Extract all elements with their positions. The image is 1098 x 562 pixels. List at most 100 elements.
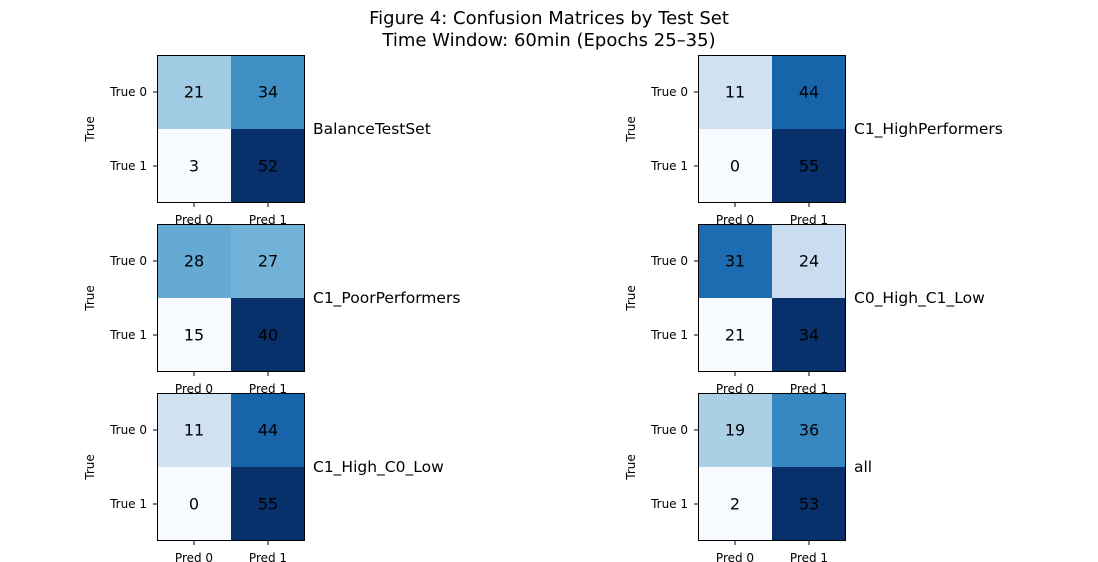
- confusion-matrix-BalanceTestSet: 21 34 3 52 True 0 True 1 Pred 0 Pred 1 True Balan…: [83, 55, 431, 227]
- matrix-cell: [157, 393, 231, 467]
- matrix-cell: [698, 298, 772, 372]
- cell-value-label: 2: [730, 495, 740, 514]
- cell-value-label: 21: [725, 326, 745, 345]
- axes-frame: [698, 55, 846, 203]
- cell-value-label: 44: [799, 83, 819, 102]
- y-tick-label: True 1: [109, 159, 147, 173]
- cell-value-label: 44: [258, 421, 278, 440]
- x-tick-label: Pred 1: [790, 213, 828, 227]
- matrix-cell: [231, 224, 305, 298]
- y-tick-label: True 0: [109, 85, 147, 99]
- figure-title-line-1: Figure 4: Confusion Matrices by Test Set: [369, 8, 729, 29]
- cell-value-label: 36: [799, 421, 819, 440]
- matrix-cell: [231, 129, 305, 203]
- matrix-cell: [698, 224, 772, 298]
- confusion-matrix-C1_PoorPerformers: 28 27 15 40 True 0 True 1 Pred 0 Pred 1 True C1_P…: [83, 224, 460, 396]
- cell-value-label: 55: [258, 495, 278, 514]
- cell-value-label: 24: [799, 252, 819, 271]
- test-set-name: C0_High_C1_Low: [854, 289, 985, 308]
- y-tick-label: True 0: [650, 85, 688, 99]
- cell-value-label: 11: [184, 421, 204, 440]
- cell-value-label: 15: [184, 326, 204, 345]
- x-tick-label: Pred 1: [249, 382, 287, 396]
- y-tick-label: True 0: [650, 254, 688, 268]
- matrix-cell: [157, 224, 231, 298]
- x-tick-label: Pred 0: [175, 213, 213, 227]
- confusion-matrix-C1_High_C0_Low: 11 44 0 55 True 0 True 1 Pred 0 Pred 1 True C1_Hi…: [83, 393, 444, 562]
- test-set-name: BalanceTestSet: [313, 120, 431, 138]
- matrix-cell: [157, 129, 231, 203]
- matrix-cell: [157, 298, 231, 372]
- matrix-cell: [772, 393, 846, 467]
- y-axis-label: True: [624, 285, 638, 312]
- x-tick-label: Pred 1: [249, 551, 287, 562]
- axes-frame: [157, 393, 305, 541]
- y-axis-label: True: [83, 454, 97, 481]
- y-axis-label: True: [624, 116, 638, 143]
- matrix-cell: [698, 55, 772, 129]
- test-set-name: C1_HighPerformers: [854, 120, 1003, 139]
- axes-frame: [157, 55, 305, 203]
- axes-frame: [698, 224, 846, 372]
- matrix-cell: [698, 467, 772, 541]
- y-axis-label: True: [624, 454, 638, 481]
- cell-value-label: 11: [725, 83, 745, 102]
- confusion-matrix-C0_High_C1_Low: 31 24 21 34 True 0 True 1 Pred 0 Pred 1 True C0_H…: [624, 224, 985, 396]
- matrix-cell: [157, 55, 231, 129]
- y-tick-label: True 1: [109, 497, 147, 511]
- cell-value-label: 28: [184, 252, 204, 271]
- cell-value-label: 3: [189, 157, 199, 176]
- matrix-cell: [157, 467, 231, 541]
- cell-value-label: 0: [189, 495, 199, 514]
- cell-value-label: 34: [799, 326, 819, 345]
- cell-value-label: 40: [258, 326, 278, 345]
- matrix-cell: [772, 298, 846, 372]
- y-tick-label: True 0: [650, 423, 688, 437]
- y-tick-label: True 1: [650, 328, 688, 342]
- cell-value-label: 34: [258, 83, 278, 102]
- matrix-cell: [698, 393, 772, 467]
- cell-value-label: 53: [799, 495, 819, 514]
- test-set-name: C1_High_C0_Low: [313, 458, 444, 477]
- matrix-cell: [231, 393, 305, 467]
- x-tick-label: Pred 1: [790, 551, 828, 562]
- cell-value-label: 21: [184, 83, 204, 102]
- test-set-name: all: [854, 458, 872, 476]
- matrix-cell: [698, 129, 772, 203]
- matrix-cell: [772, 129, 846, 203]
- x-tick-label: Pred 0: [175, 382, 213, 396]
- x-tick-label: Pred 0: [716, 213, 754, 227]
- y-tick-label: True 0: [109, 423, 147, 437]
- cell-value-label: 0: [730, 157, 740, 176]
- x-tick-label: Pred 0: [175, 551, 213, 562]
- x-tick-label: Pred 0: [716, 551, 754, 562]
- cell-value-label: 55: [799, 157, 819, 176]
- y-tick-label: True 1: [650, 159, 688, 173]
- matrix-cell: [772, 55, 846, 129]
- axes-frame: [698, 393, 846, 541]
- y-axis-label: True: [83, 116, 97, 143]
- y-tick-label: True 1: [650, 497, 688, 511]
- figure-title-line-2: Time Window: 60min (Epochs 25–35): [382, 30, 716, 51]
- matrix-cell: [772, 467, 846, 541]
- x-tick-label: Pred 1: [249, 213, 287, 227]
- y-tick-label: True 0: [109, 254, 147, 268]
- test-set-name: C1_PoorPerformers: [313, 289, 460, 308]
- y-axis-label: True: [83, 285, 97, 312]
- cell-value-label: 52: [258, 157, 278, 176]
- cell-value-label: 19: [725, 421, 745, 440]
- matrix-cell: [231, 298, 305, 372]
- matrix-cell: [231, 467, 305, 541]
- cell-value-label: 31: [725, 252, 745, 271]
- confusion-matrix-all: 19 36 2 53 True 0 True 1 Pred 0 Pred 1 True all: [624, 393, 872, 562]
- matrix-cell: [772, 224, 846, 298]
- x-tick-label: Pred 0: [716, 382, 754, 396]
- axes-frame: [157, 224, 305, 372]
- x-tick-label: Pred 1: [790, 382, 828, 396]
- confusion-matrix-C1_HighPerformers: 11 44 0 55 True 0 True 1 Pred 0 Pred 1 True C1_Hi…: [624, 55, 1003, 227]
- cell-value-label: 27: [258, 252, 278, 271]
- matrix-cell: [231, 55, 305, 129]
- figure-title: Figure 4: Confusion Matrices by Test Set…: [0, 8, 1098, 52]
- y-tick-label: True 1: [109, 328, 147, 342]
